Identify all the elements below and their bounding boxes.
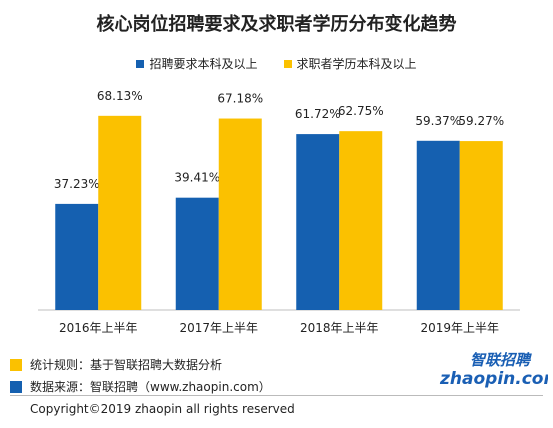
legend-label-jobseeker: 求职者学历本科及以上	[296, 57, 417, 71]
bar-jobseeker-3	[459, 141, 503, 310]
data-label-requirement-2: 61.72%	[295, 107, 341, 121]
data-label-requirement-3: 59.37%	[415, 114, 461, 128]
data-label-jobseeker-3: 59.27%	[458, 114, 504, 128]
logo-text-en: zhaopin.com	[439, 369, 548, 389]
legend-swatch-gold	[283, 59, 292, 68]
chart-legend: 招聘要求本科及以上 求职者学历本科及以上	[0, 55, 553, 72]
legend-item-jobseeker: 求职者学历本科及以上	[283, 55, 417, 72]
bar-requirement-1	[175, 197, 219, 310]
note-rule-text: 统计规则：基于智联招聘大数据分析	[30, 358, 223, 372]
data-label-jobseeker-1: 67.18%	[217, 92, 263, 106]
zhaopin-logo: 智联招聘 zhaopin.com	[439, 351, 548, 389]
legend-label-requirement: 招聘要求本科及以上	[149, 57, 258, 71]
note-marker-gold	[10, 359, 22, 371]
chart-title: 核心岗位招聘要求及求职者学历分布变化趋势	[96, 14, 457, 35]
bar-jobseeker-0	[98, 115, 142, 310]
data-label-jobseeker-0: 68.13%	[97, 89, 143, 103]
note-source: 数据来源：智联招聘（www.zhaopin.com）	[10, 376, 271, 398]
note-rule: 统计规则：基于智联招聘大数据分析	[10, 354, 271, 376]
data-label-requirement-1: 39.41%	[174, 171, 220, 185]
copyright-text: Copyright©2019 zhaopin all rights reserv…	[30, 402, 295, 416]
bar-jobseeker-2	[339, 131, 383, 310]
bar-requirement-2	[296, 134, 340, 310]
note-marker-blue	[10, 381, 22, 393]
note-source-text: 数据来源：智联招聘（www.zhaopin.com）	[30, 380, 271, 394]
x-tick-label-1: 2017年上半年	[179, 321, 258, 335]
data-label-requirement-0: 37.23%	[54, 177, 100, 191]
bar-requirement-0	[55, 203, 99, 310]
data-label-jobseeker-2: 62.75%	[338, 104, 384, 118]
bar-requirement-3	[416, 140, 460, 310]
logo-text-cn: 智联招聘	[470, 351, 532, 369]
legend-swatch-blue	[136, 59, 145, 68]
bar-jobseeker-1	[218, 118, 262, 310]
notes: 统计规则：基于智联招聘大数据分析 数据来源：智联招聘（www.zhaopin.c…	[10, 354, 271, 398]
bar-chart: 37.23% 68.13% 2016年上半年 39.41% 67.18% 2017年上半年…	[38, 89, 520, 335]
x-tick-label-2: 2018年上半年	[300, 321, 379, 335]
footer-divider	[10, 395, 543, 396]
x-tick-label-3: 2019年上半年	[420, 321, 499, 335]
x-tick-label-0: 2016年上半年	[59, 321, 138, 335]
legend-item-requirement: 招聘要求本科及以上	[136, 55, 258, 72]
